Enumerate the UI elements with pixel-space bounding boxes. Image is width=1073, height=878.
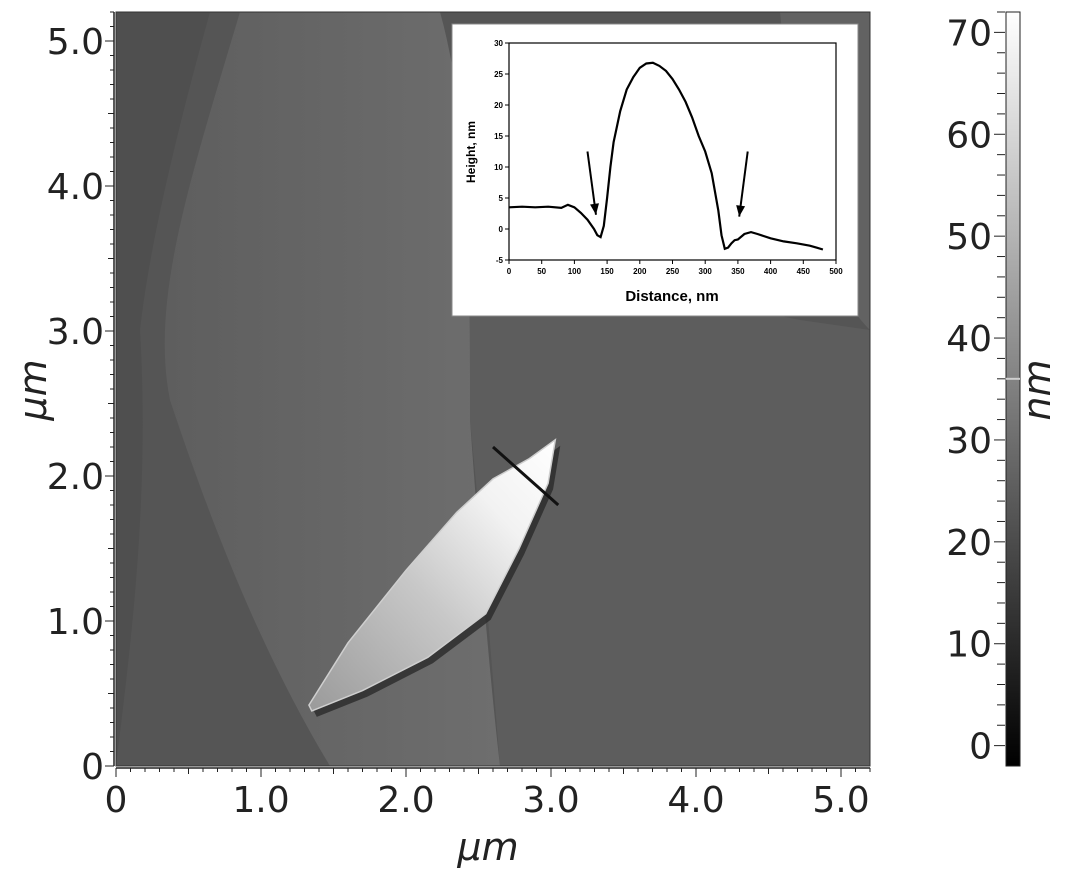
x-tick-label: 3.0 <box>522 780 579 821</box>
inset-profile-line <box>508 61 824 251</box>
y-tick-label: 4.0 <box>47 167 104 208</box>
inset-x-axis-label: Distance, nm <box>625 288 718 305</box>
x-tick-label: 0 <box>105 780 128 821</box>
inset-x-tick-label: 400 <box>764 267 778 276</box>
afm-grain-left <box>116 12 210 766</box>
inset-y-tick-label: 10 <box>494 163 503 172</box>
inset-x-tick-label: 0 <box>507 267 512 276</box>
afm-feature <box>308 438 561 717</box>
inset-y-tick-label: -5 <box>496 256 504 265</box>
colorbar-tick-label: 70 <box>946 13 992 54</box>
colorbar-label: nm <box>1015 359 1059 420</box>
y-tick-label: 5.0 <box>47 22 104 63</box>
inset-x-tick-label: 450 <box>797 267 811 276</box>
inset-y-tick-label: 0 <box>499 225 504 234</box>
inset-y-tick-label: 25 <box>494 70 503 79</box>
inset-arrow <box>586 151 599 215</box>
colorbar-ticks: 0 10 20 30 40 50 60 70 <box>946 11 1005 768</box>
inset-y-tick-label: 20 <box>494 101 503 110</box>
colorbar-tick-label: 0 <box>969 727 992 768</box>
colorbar-tick-label: 40 <box>946 319 992 360</box>
inset-y-axis-label: Height, nm <box>464 121 478 183</box>
colorbar-tick-label: 20 <box>946 523 992 564</box>
inset-x-tick-label: 200 <box>633 267 647 276</box>
inset-x-tick-label: 300 <box>699 267 713 276</box>
inset-y-tick-label: 30 <box>494 39 503 48</box>
inset-x-tick-label: 250 <box>666 267 680 276</box>
inset-y-tick-label: 5 <box>499 194 504 203</box>
y-tick-label: 2.0 <box>47 457 104 498</box>
inset-arrow-head <box>590 203 599 215</box>
y-axis-label: μm <box>11 359 55 421</box>
y-tick-label: 0 <box>81 747 104 788</box>
inset-y-axis: -5 0 5 10 15 20 25 30 <box>494 39 509 265</box>
x-tick-label: 5.0 <box>812 780 869 821</box>
colorbar: 0 10 20 30 40 50 60 70 nm <box>946 11 1059 768</box>
inset-background <box>451 23 859 317</box>
profile-line <box>492 445 560 507</box>
colorbar-tick-label: 10 <box>946 625 992 666</box>
inset-arrows <box>586 151 749 217</box>
x-axis-label: μm <box>456 825 518 869</box>
colorbar-gradient <box>1005 11 1021 767</box>
inset-x-tick-label: 350 <box>731 267 745 276</box>
x-tick-label: 1.0 <box>232 780 289 821</box>
afm-axes: 0 1.0 2.0 3.0 4.0 5.0 0 1.0 2.0 3.0 4.0 5.0 μm μm <box>11 11 871 869</box>
y-tick-label: 1.0 <box>47 602 104 643</box>
colorbar-tick-label: 50 <box>946 217 992 258</box>
afm-grain-right <box>470 200 870 766</box>
inset-x-tick-label: 150 <box>600 267 614 276</box>
inset-y-tick-label: 15 <box>494 132 503 141</box>
afm-frame <box>115 11 871 767</box>
feature-body <box>308 438 557 712</box>
colorbar-tick-label: 60 <box>946 115 992 156</box>
inset-arrow-head <box>736 205 746 217</box>
colorbar-tick-label: 30 <box>946 421 992 462</box>
x-axis: 0 1.0 2.0 3.0 4.0 5.0 <box>105 767 871 821</box>
inset-x-tick-label: 100 <box>568 267 582 276</box>
x-tick-label: 2.0 <box>377 780 434 821</box>
x-tick-label: 4.0 <box>667 780 724 821</box>
y-tick-label: 3.0 <box>47 312 104 353</box>
inset-x-axis: 0 50 100 150 200 250 300 350 400 450 500 <box>507 260 843 276</box>
inset-profile-plot: 0 50 100 150 200 250 300 350 400 450 500 -50510152… <box>451 23 859 317</box>
inset-x-tick-label: 50 <box>537 267 546 276</box>
inset-arrow <box>736 151 749 217</box>
inset-x-tick-label: 500 <box>829 267 843 276</box>
y-axis: 0 1.0 2.0 3.0 4.0 5.0 <box>47 11 115 788</box>
